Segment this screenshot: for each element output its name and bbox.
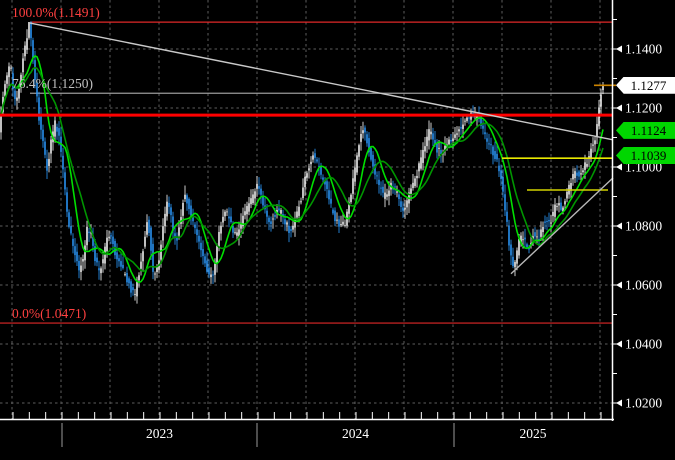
y-axis-label: 1.1200 [625, 101, 662, 116]
fibonacci-lines [0, 21, 613, 324]
y-axis-label: 1.1400 [625, 42, 662, 57]
y-axis-label: 1.0600 [625, 278, 662, 293]
y-axis-label: 1.0200 [625, 396, 662, 411]
descending-trendline [29, 22, 614, 141]
level-lines [0, 84, 616, 191]
ma-slow-price-tag: 1.1039 [616, 146, 675, 164]
last-price-tag: 1.1277 [616, 76, 675, 94]
y-axis-label: 1.0800 [625, 219, 662, 234]
trendlines [29, 22, 614, 275]
candlestick-series [0, 21, 604, 304]
ma-slow-line [0, 66, 604, 273]
ascending-trendline [510, 177, 614, 275]
axes [0, 0, 614, 447]
y-axis-label: 1.0400 [625, 337, 662, 352]
ma-fast-price-tag: 1.1124 [616, 121, 675, 139]
y-axis-labels: 1.02001.04001.06001.08001.10001.12001.14… [612, 19, 662, 411]
